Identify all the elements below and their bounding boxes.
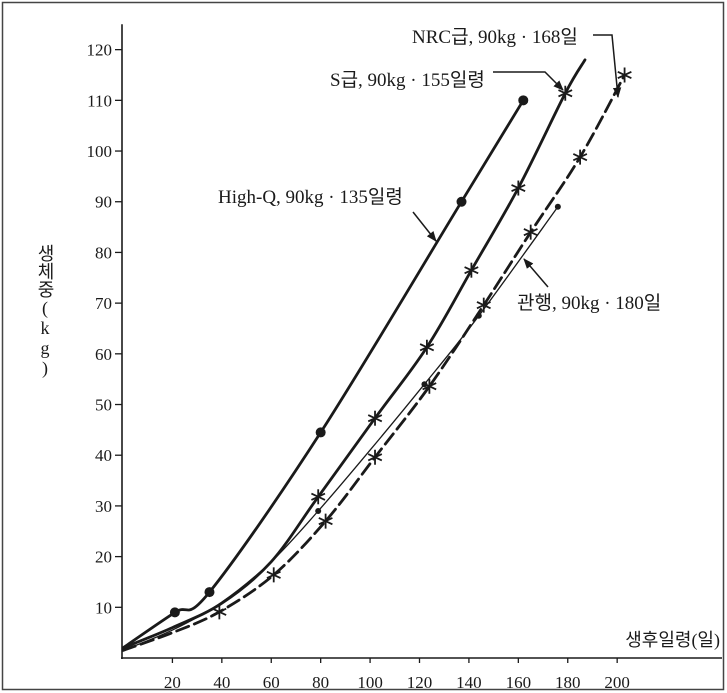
star-marker-stroke: [511, 184, 526, 193]
axes: 10 20 30 40 50 60 70 80 90 100 110 120 20 40 60 80 100 12…: [87, 24, 722, 692]
data-point-marker: [617, 67, 632, 83]
dot-marker: [315, 427, 326, 438]
x-tick-label: 20: [164, 673, 181, 692]
y-tick-label: 10: [95, 598, 112, 617]
star-marker-stroke: [419, 343, 435, 352]
data-point-marker: [169, 607, 180, 618]
y-tick-label: 110: [87, 91, 112, 110]
series-1: [121, 58, 587, 650]
series-line: [121, 58, 587, 650]
y-tick-label: 100: [87, 142, 113, 161]
leader-arrow: [493, 71, 564, 91]
star-marker-stroke: [311, 492, 326, 501]
y-tick-label: 30: [95, 497, 112, 516]
data-point-marker: [367, 410, 383, 426]
y-axis-title: 생체중(kg): [35, 244, 55, 378]
x-tick-label: 120: [407, 673, 433, 692]
star-marker-stroke: [422, 382, 437, 391]
series-label: 관행, 90kg · 180일: [517, 292, 661, 314]
data-point-marker: [315, 507, 322, 514]
x-tick-label: 100: [357, 673, 383, 692]
dot-marker: [554, 203, 561, 210]
data-point-marker: [554, 203, 561, 210]
star-marker-stroke: [318, 517, 333, 526]
data-point-marker: [367, 449, 383, 465]
series-layer: [121, 58, 632, 652]
x-tick-label: 140: [456, 673, 482, 692]
dot-marker: [204, 587, 215, 598]
y-tick-label: 50: [95, 396, 112, 415]
series-label: NRC급, 90kg · 168일: [412, 26, 578, 48]
data-point-marker: [518, 95, 529, 106]
x-tick-label: 40: [213, 673, 230, 692]
y-tick-label: 120: [87, 41, 113, 60]
data-point-marker: [523, 224, 538, 240]
star-marker-stroke: [558, 89, 573, 98]
x-axis-title: 생후일령(일): [625, 630, 720, 651]
dot-marker: [518, 95, 529, 106]
dot-marker: [315, 507, 322, 514]
y-tick-label: 60: [95, 345, 112, 364]
star-marker-stroke: [266, 570, 281, 579]
x-tick-label: 180: [555, 673, 581, 692]
leader-arrow: [523, 258, 549, 288]
star-marker-stroke: [572, 153, 588, 162]
x-tick-label: 80: [312, 673, 329, 692]
dot-marker: [169, 607, 180, 618]
data-point-marker: [558, 85, 573, 101]
data-point-marker: [475, 312, 482, 319]
data-point-marker: [511, 180, 526, 196]
star-marker-stroke: [367, 414, 383, 423]
leader-arrow: [412, 211, 437, 242]
dot-marker: [475, 312, 482, 319]
y-tick-label: 80: [95, 243, 112, 262]
x-tick-label: 200: [604, 673, 630, 692]
data-point-marker: [419, 339, 435, 355]
data-point-marker: [311, 489, 326, 505]
x-tick-label: 160: [506, 673, 532, 692]
x-tick-label: 60: [263, 673, 280, 692]
series-0: [121, 67, 632, 652]
data-point-marker: [456, 196, 467, 207]
star-marker-stroke: [367, 453, 383, 462]
series-line: [122, 206, 559, 652]
star-marker-stroke: [464, 266, 479, 275]
data-point-marker: [572, 149, 588, 165]
series-annotations: NRC급, 90kg · 168일 S급, 90kg · 155일령 High-Q,…: [218, 26, 661, 314]
data-point-marker: [204, 587, 215, 598]
series-3: [122, 203, 561, 652]
series-2: [121, 95, 529, 650]
series-label: High-Q, 90kg · 135일령: [218, 186, 403, 208]
data-point-marker: [315, 427, 326, 438]
series-line: [121, 98, 525, 650]
data-point-marker: [266, 567, 281, 583]
dot-marker: [421, 381, 428, 388]
data-point-marker: [421, 381, 428, 388]
leader-arrow: [593, 34, 622, 99]
data-point-marker: [318, 513, 333, 529]
star-marker-stroke: [523, 228, 538, 237]
star-marker-stroke: [617, 71, 632, 79]
star-marker-stroke: [212, 607, 227, 616]
series-label: S급, 90kg · 155일령: [330, 69, 485, 91]
y-tick-label: 40: [95, 446, 112, 465]
y-tick-label: 70: [95, 294, 112, 313]
data-point-marker: [464, 262, 479, 278]
series-line: [121, 73, 626, 652]
y-tick-label: 20: [95, 548, 112, 567]
data-point-marker: [212, 604, 227, 620]
y-tick-label: 90: [95, 193, 112, 212]
dot-marker: [456, 196, 467, 207]
